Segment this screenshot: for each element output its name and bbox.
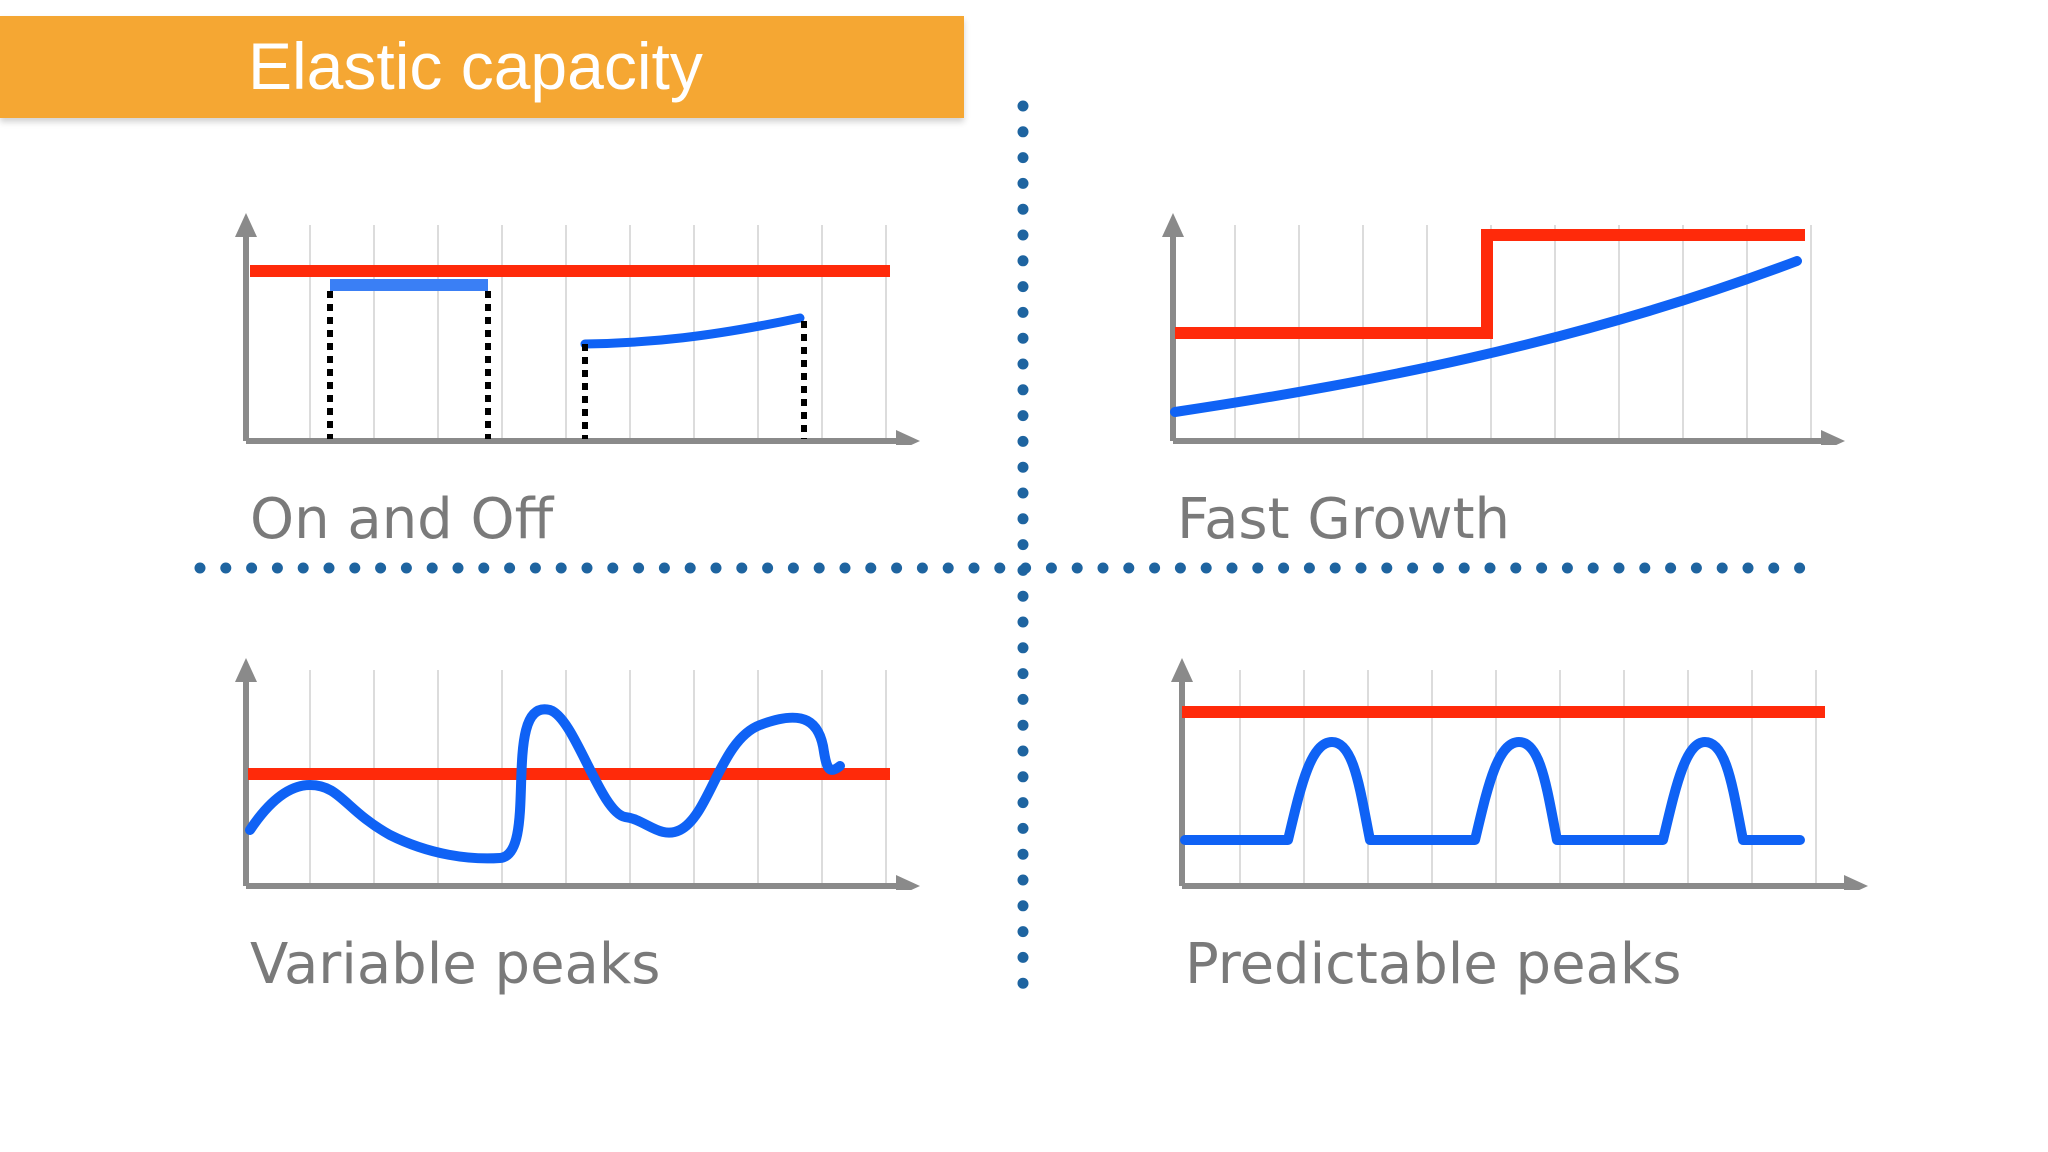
capacity-step-line [1175,229,1805,339]
panel-predictable-peaks [1160,650,1880,890]
variable-peaks-graph [235,658,920,890]
demand-periodic-curve [1180,737,1805,845]
title-banner: Elastic capacity [0,16,964,118]
axes [235,658,920,890]
demand-growth-curve [1170,256,1802,417]
axes [1162,213,1845,445]
fast-growth-graph [1162,213,1845,445]
demand-variable-curve [245,704,845,864]
panel-fast-growth [1155,205,1875,445]
caption-on-and-off: On and Off [250,487,554,552]
on-off-markers [327,291,807,439]
predictable-peaks-graph [1171,658,1868,890]
axes [235,213,920,445]
slide-title: Elastic capacity [248,29,703,103]
axes [1171,658,1868,890]
caption-fast-growth: Fast Growth [1177,487,1511,552]
on-and-off-graph [235,213,920,445]
panel-variable-peaks [230,650,950,890]
demand-segment-2 [580,313,805,349]
caption-variable-peaks: Variable peaks [250,932,661,997]
caption-predictable-peaks: Predictable peaks [1185,932,1682,997]
panel-on-and-off [230,205,950,445]
